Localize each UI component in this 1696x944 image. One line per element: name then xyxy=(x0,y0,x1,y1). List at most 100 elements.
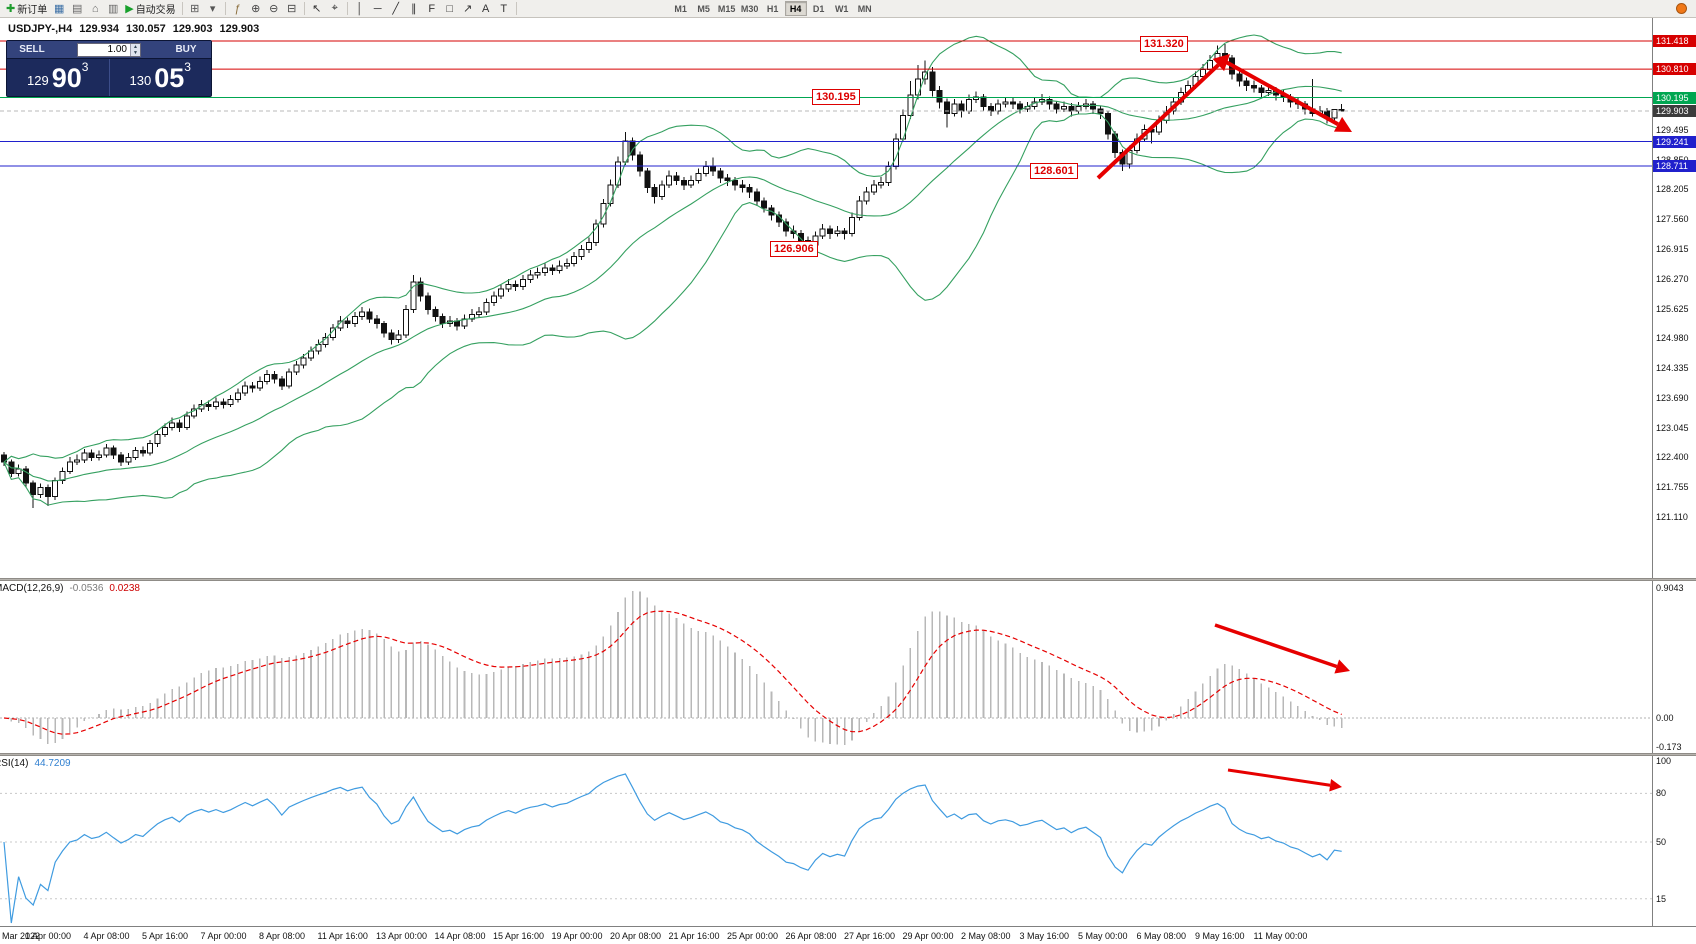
candle-body xyxy=(147,443,154,454)
spin-up-icon[interactable]: ▲ xyxy=(131,43,140,50)
macd-name: MACD(12,26,9) xyxy=(0,583,64,594)
candle-body xyxy=(278,378,285,387)
sell-price[interactable]: 129 90 3 xyxy=(7,59,109,96)
timeframe-w1[interactable]: W1 xyxy=(834,4,849,14)
buy-price-pip: 3 xyxy=(184,60,191,74)
price-axis-label: 123.690 xyxy=(1656,392,1689,403)
candle-body xyxy=(395,334,402,341)
horizontal-line-button[interactable]: ─ xyxy=(369,1,387,17)
candle-body xyxy=(344,320,351,325)
terminal-button[interactable]: ▥ xyxy=(104,1,122,17)
panel-separator-rsi[interactable] xyxy=(0,753,1696,756)
candle-body xyxy=(841,230,848,234)
one-click-trading-panel: SELL 1.00 ▲ ▼ BUY 129 90 3 xyxy=(6,40,212,97)
trendline-button[interactable]: ╱ xyxy=(387,1,405,17)
shapes-button[interactable]: □ xyxy=(441,1,459,17)
rsi-trend-arrow xyxy=(1227,768,1342,792)
timeframe-h1[interactable]: H1 xyxy=(766,4,779,14)
candlestick-chart[interactable] xyxy=(0,18,1652,578)
macd-panel[interactable]: MACD(12,26,9) -0.0536 0.0238 xyxy=(0,581,1652,753)
zoom-out-icon: ⊖ xyxy=(269,3,279,15)
timeframe-m30[interactable]: M30 xyxy=(740,4,759,14)
candle-body xyxy=(965,99,972,112)
timeframe-m15[interactable]: M15 xyxy=(717,4,736,14)
candle-body xyxy=(914,78,921,96)
candle-body xyxy=(505,283,512,290)
macd-trend-arrow xyxy=(1214,623,1350,674)
candle-body xyxy=(388,332,395,341)
arrows-tool-button[interactable]: ↗ xyxy=(459,1,477,17)
indicators-icon: ƒ xyxy=(234,2,241,15)
ohlc-close: 129.903 xyxy=(219,23,260,35)
navigator-icon: ⌂ xyxy=(91,2,99,15)
volume-spinner[interactable]: ▲ ▼ xyxy=(130,43,140,56)
candle-body xyxy=(1017,103,1024,110)
candle-body xyxy=(271,373,278,380)
macd-axis-label: 0.00 xyxy=(1656,713,1674,723)
candle-body xyxy=(1236,73,1243,82)
rsi-panel[interactable]: RSI(14) 44.7209 xyxy=(0,756,1652,926)
timeframe-m5[interactable]: M5 xyxy=(697,4,710,14)
candle-body xyxy=(541,267,548,274)
tile-windows-button[interactable]: ⊟ xyxy=(283,1,301,17)
sell-button[interactable]: SELL xyxy=(19,44,45,55)
crosshair-button[interactable]: ⌖ xyxy=(326,1,344,17)
candle-body xyxy=(1331,109,1338,119)
macd-chart[interactable] xyxy=(0,581,1652,753)
candle-body xyxy=(680,179,687,186)
vertical-line-button[interactable]: │ xyxy=(351,1,369,17)
candle-body xyxy=(66,461,73,472)
sell-price-prefix: 129 xyxy=(27,73,49,88)
equidistant-channel-button[interactable]: ∥ xyxy=(405,1,423,17)
candle-body xyxy=(1009,101,1016,105)
text-label-button[interactable]: T xyxy=(495,1,513,17)
candle-body xyxy=(169,422,176,428)
indicators-button[interactable]: ƒ xyxy=(229,1,247,17)
timeframe-m1[interactable]: M1 xyxy=(674,4,687,14)
zoom-out-button[interactable]: ⊖ xyxy=(265,1,283,17)
profiles-button[interactable]: ▾ xyxy=(204,1,222,17)
volume-input[interactable]: 1.00 xyxy=(107,43,127,55)
panel-separator-macd[interactable] xyxy=(0,578,1696,581)
macd-value-main: -0.0536 xyxy=(69,583,104,594)
timeframe-mn[interactable]: MN xyxy=(857,4,872,14)
buy-button[interactable]: BUY xyxy=(175,44,197,55)
candle-body xyxy=(300,357,307,366)
text-button[interactable]: A xyxy=(477,1,495,17)
candle-body xyxy=(154,433,161,445)
navigator-button[interactable]: ⌂ xyxy=(86,1,104,17)
time-axis[interactable]: Mar 2022 1 Apr 00:00 4 Apr 08:00 5 Apr 16:0… xyxy=(0,926,1696,944)
spin-down-icon[interactable]: ▼ xyxy=(131,49,140,56)
candle-body xyxy=(498,288,505,297)
market-watch-button[interactable]: ▦ xyxy=(50,1,68,17)
zoom-in-icon: ⊕ xyxy=(251,3,261,15)
candle-body xyxy=(242,385,249,394)
time-axis-label: 21 Apr 16:00 xyxy=(668,931,720,941)
time-axis-label: 7 Apr 00:00 xyxy=(200,931,247,941)
rsi-chart[interactable] xyxy=(0,756,1652,926)
zoom-in-button[interactable]: ⊕ xyxy=(247,1,265,17)
time-axis-label: 5 Apr 16:00 xyxy=(142,931,189,941)
toolbar-separator xyxy=(303,2,305,15)
time-axis-label: 27 Apr 16:00 xyxy=(844,931,896,941)
candle-body xyxy=(1053,103,1060,110)
timeframe-h4[interactable]: H4 xyxy=(784,1,807,16)
buy-price[interactable]: 130 05 3 xyxy=(110,59,212,96)
new-order-button[interactable]: ✚ 新订单 xyxy=(3,1,50,17)
candle-body xyxy=(944,101,950,114)
candle-body xyxy=(139,450,146,454)
data-window-button[interactable]: ▤ xyxy=(68,1,86,17)
timeframe-d1[interactable]: D1 xyxy=(812,4,825,14)
cursor-button[interactable]: ↖ xyxy=(308,1,326,17)
fibonacci-button[interactable]: F xyxy=(423,1,441,17)
new-chart-button[interactable]: ⊞ xyxy=(186,1,204,17)
autotrading-button[interactable]: ▶ 自动交易 xyxy=(122,1,178,17)
candle-body xyxy=(907,94,914,117)
main-chart-panel[interactable]: USDJPY-,H4 129.934 130.057 129.903 129.903 S… xyxy=(0,18,1652,578)
autotrading-icon: ▶ xyxy=(125,3,134,15)
price-axis[interactable]: 129.495 128.850 128.205 127.560 126.915 126.2… xyxy=(1652,18,1696,926)
trend-arrow-down xyxy=(1225,60,1352,132)
candle-body xyxy=(1207,59,1214,70)
cursor-icon: ↖ xyxy=(312,3,322,15)
